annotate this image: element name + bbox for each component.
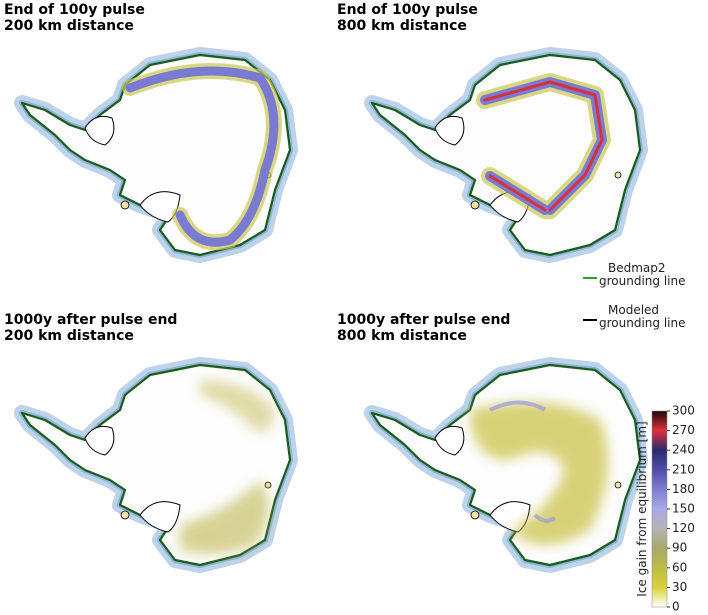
colorbar-tick-label: 150	[672, 502, 695, 516]
colorbar-tick-label: 270	[672, 423, 695, 437]
legend-label: grounding line	[599, 274, 685, 288]
legend-label: Bedmap2	[608, 261, 666, 275]
colorbar-tick-label: 30	[672, 580, 687, 594]
panel-1	[22, 55, 290, 255]
panel-subtitle: 200 km distance	[4, 328, 134, 344]
colorbar-tick-label: 60	[672, 560, 687, 574]
colorbar-tick-label: 90	[672, 541, 687, 555]
panel-3	[22, 365, 290, 565]
panel-title: End of 100y pulse	[337, 2, 478, 18]
panel-titles: End of 100y pulse 200 km distance End of…	[4, 2, 510, 344]
panel-subtitle: 200 km distance	[4, 18, 134, 34]
panel-subtitle: 800 km distance	[337, 328, 467, 344]
colorbar-tick-label: 240	[672, 443, 695, 457]
panel-title: End of 100y pulse	[4, 2, 145, 18]
panel-title: 1000y after pulse end	[4, 312, 177, 328]
panel-4	[372, 365, 640, 565]
colorbar: 0 30 60 90 120 150 180 210 240 270 300 Ice gain fro…	[635, 404, 695, 614]
colorbar-scale	[651, 410, 668, 608]
legend-label: grounding line	[599, 316, 685, 330]
colorbar-tick-label: 210	[672, 462, 695, 476]
colorbar-tick-label: 180	[672, 482, 695, 496]
panel-2	[372, 55, 640, 255]
colorbar-tick-label: 300	[672, 404, 695, 418]
panel-title: 1000y after pulse end	[337, 312, 510, 328]
colorbar-tick-label: 0	[672, 600, 680, 614]
legend-label: Modeled	[608, 303, 659, 317]
colorbar-tick-label: 120	[672, 521, 695, 535]
panel-subtitle: 800 km distance	[337, 18, 467, 34]
colorbar-label: Ice gain from equilibrium [m]	[635, 421, 649, 596]
